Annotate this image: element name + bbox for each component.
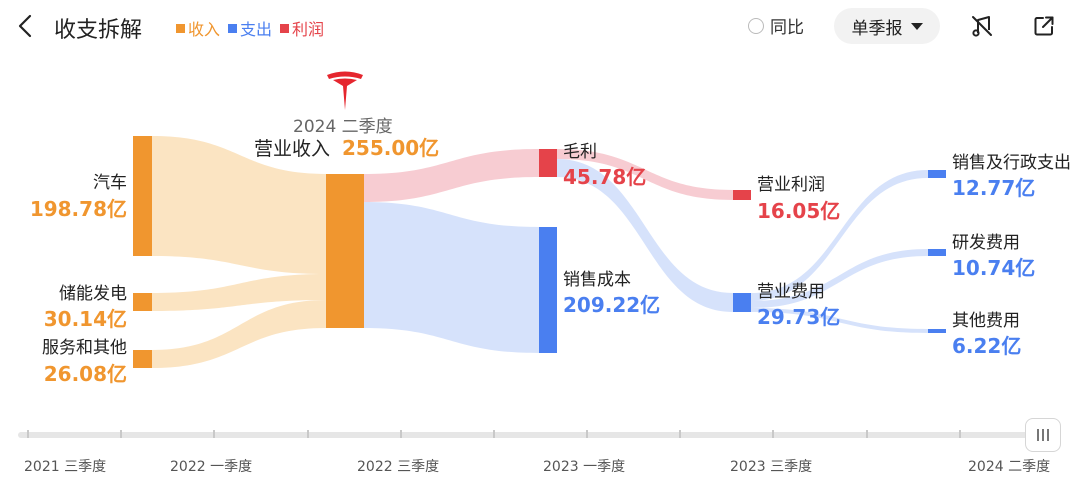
timeline-label[interactable]: 2023 三季度 bbox=[730, 459, 813, 475]
rd-label: 研发费用 bbox=[952, 233, 1020, 253]
operating-expense-value: 29.73亿 bbox=[757, 305, 841, 329]
timeline-tick bbox=[586, 430, 588, 438]
flow-opex-to-sga bbox=[751, 170, 928, 301]
other-expense-label: 其他费用 bbox=[952, 311, 1020, 331]
flow-gross-to-operating-expense bbox=[557, 159, 733, 312]
flow-auto-to-revenue bbox=[152, 136, 326, 274]
music-note-off-icon bbox=[972, 16, 992, 37]
energy-label: 储能发电 bbox=[59, 284, 127, 304]
node-operating-profit[interactable] bbox=[733, 190, 751, 200]
node-revenue[interactable] bbox=[326, 174, 364, 328]
legend-expense-label: 支出 bbox=[240, 20, 273, 39]
flow-energy-to-revenue bbox=[152, 274, 326, 311]
flow-gross-to-operating-profit bbox=[557, 149, 733, 200]
node-other[interactable] bbox=[928, 329, 946, 333]
legend-profit-swatch bbox=[280, 23, 289, 33]
timeline-label[interactable]: 2024 二季度 bbox=[968, 459, 1051, 475]
flow-opex-to-other bbox=[751, 308, 928, 333]
timeline-handle[interactable] bbox=[1025, 418, 1061, 452]
share-button[interactable] bbox=[1024, 8, 1064, 44]
timeline-label[interactable]: 2021 三季度 bbox=[24, 459, 107, 475]
gross-profit-label: 毛利 bbox=[563, 142, 597, 162]
node-services[interactable] bbox=[133, 350, 152, 368]
yoy-toggle[interactable]: 同比 bbox=[748, 13, 804, 38]
timeline-tick bbox=[493, 430, 495, 438]
period-select-value: 单季报 bbox=[851, 18, 903, 39]
auto-label: 汽车 bbox=[93, 173, 127, 193]
services-value: 26.08亿 bbox=[43, 362, 127, 386]
yoy-label: 同比 bbox=[770, 18, 804, 38]
period-select[interactable]: 单季报 bbox=[834, 8, 940, 44]
node-operating-expense[interactable] bbox=[733, 293, 751, 312]
timeline-tick bbox=[772, 430, 774, 438]
node-rd[interactable] bbox=[928, 249, 946, 256]
cost-of-sales-label: 销售成本 bbox=[563, 270, 631, 290]
operating-expense-label: 营业费用 bbox=[757, 282, 825, 302]
gross-profit-value: 45.78亿 bbox=[563, 165, 647, 189]
sankey-diagram bbox=[133, 71, 946, 368]
timeline-tick bbox=[959, 430, 961, 438]
legend-profit-label: 利润 bbox=[292, 20, 325, 39]
legend-income: 收入 bbox=[176, 16, 220, 40]
timeline-label[interactable]: 2022 一季度 bbox=[170, 459, 253, 475]
timeline-tick bbox=[400, 430, 402, 438]
sga-value: 12.77亿 bbox=[952, 176, 1036, 200]
flow-revenue-to-gross-profit bbox=[364, 149, 539, 202]
timeline-label[interactable]: 2023 一季度 bbox=[543, 459, 626, 475]
auto-value: 198.78亿 bbox=[29, 197, 127, 221]
legend-income-label: 收入 bbox=[188, 20, 221, 39]
cost-of-sales-value: 209.22亿 bbox=[563, 293, 661, 317]
operating-profit-value: 16.05亿 bbox=[757, 199, 841, 223]
flow-opex-to-rd bbox=[751, 249, 928, 308]
timeline-tick bbox=[120, 430, 122, 438]
legend-expense: 支出 bbox=[228, 16, 272, 40]
back-arrow-icon bbox=[18, 14, 32, 38]
share-external-icon bbox=[1034, 16, 1054, 36]
other-expense-value: 6.22亿 bbox=[952, 334, 1022, 358]
flow-revenue-to-cost bbox=[364, 202, 539, 353]
legend-income-swatch bbox=[176, 23, 185, 33]
timeline-handle-icon bbox=[1037, 429, 1049, 441]
yoy-radio[interactable] bbox=[748, 17, 764, 34]
page-title: 收支拆解 bbox=[54, 18, 143, 43]
node-auto[interactable] bbox=[133, 136, 152, 256]
period-label: 2024 二季度 bbox=[293, 117, 393, 137]
sga-label: 销售及行政支出 bbox=[952, 153, 1071, 173]
legend-expense-swatch bbox=[228, 23, 237, 33]
tesla-logo bbox=[327, 71, 363, 110]
energy-value: 30.14亿 bbox=[43, 307, 127, 331]
back-button[interactable] bbox=[14, 12, 38, 40]
node-gross-profit[interactable] bbox=[539, 149, 557, 177]
timeline-tick bbox=[307, 430, 309, 438]
node-energy[interactable] bbox=[133, 293, 152, 311]
timeline-tick bbox=[679, 430, 681, 438]
timeline-tick bbox=[866, 430, 868, 438]
timeline-track[interactable] bbox=[18, 432, 1030, 438]
node-cost-of-sales[interactable] bbox=[539, 227, 557, 353]
sound-toggle-button[interactable] bbox=[962, 8, 1002, 44]
operating-profit-label: 营业利润 bbox=[757, 175, 825, 195]
timeline-tick bbox=[27, 430, 29, 438]
timeline-tick bbox=[213, 430, 215, 438]
rd-value: 10.74亿 bbox=[952, 256, 1036, 280]
node-sga[interactable] bbox=[928, 170, 946, 178]
revenue-label: 营业收入 bbox=[254, 138, 331, 160]
legend-profit: 利润 bbox=[280, 16, 324, 40]
chevron-down-icon bbox=[910, 22, 923, 30]
revenue-value: 255.00亿 bbox=[342, 136, 440, 160]
services-label: 服务和其他 bbox=[42, 338, 127, 358]
flow-services-to-revenue bbox=[152, 300, 326, 368]
timeline-label[interactable]: 2022 三季度 bbox=[357, 459, 440, 475]
